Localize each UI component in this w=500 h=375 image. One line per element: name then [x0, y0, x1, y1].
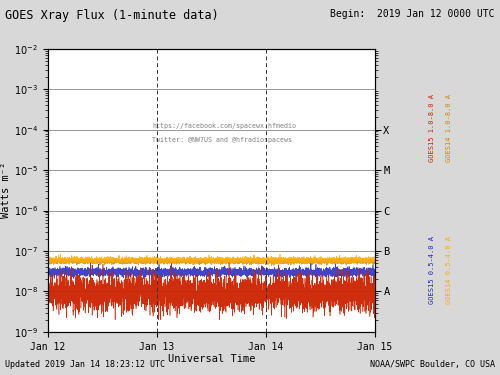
Text: Begin:  2019 Jan 12 0000 UTC: Begin: 2019 Jan 12 0000 UTC — [330, 9, 495, 20]
X-axis label: Universal Time: Universal Time — [168, 354, 255, 364]
Text: Updated 2019 Jan 14 18:23:12 UTC: Updated 2019 Jan 14 18:23:12 UTC — [5, 360, 165, 369]
Text: Twitter: @NW7US and @hfradiospacews: Twitter: @NW7US and @hfradiospacews — [152, 137, 292, 143]
Y-axis label: Watts m⁻²: Watts m⁻² — [1, 162, 11, 218]
Text: GOES Xray Flux (1-minute data): GOES Xray Flux (1-minute data) — [5, 9, 219, 22]
Text: NOAA/SWPC Boulder, CO USA: NOAA/SWPC Boulder, CO USA — [370, 360, 495, 369]
Text: https://facebook.com/spacewx.hfmedio: https://facebook.com/spacewx.hfmedio — [152, 123, 296, 129]
Text: GOES15 1.0-8.0 A: GOES15 1.0-8.0 A — [430, 94, 436, 162]
Text: GOES14 1.0-8.0 A: GOES14 1.0-8.0 A — [446, 94, 452, 162]
Text: GOES14 0.5-4.0 A: GOES14 0.5-4.0 A — [446, 236, 452, 304]
Text: GOES15 0.5-4.0 A: GOES15 0.5-4.0 A — [430, 236, 436, 304]
